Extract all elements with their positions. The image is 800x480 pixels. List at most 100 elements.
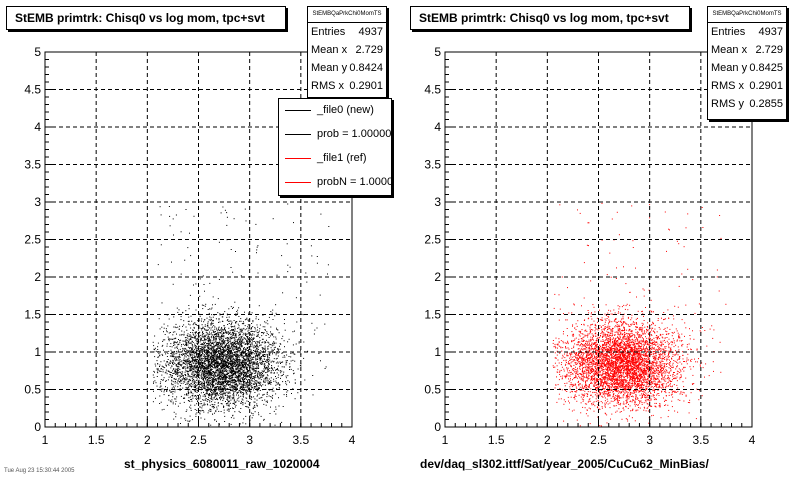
- scatter-point: [203, 385, 205, 387]
- scatter-point: [249, 392, 251, 394]
- scatter-point: [191, 365, 193, 367]
- scatter-point: [168, 394, 170, 396]
- scatter-point: [219, 368, 221, 370]
- scatter-point: [327, 273, 328, 275]
- scatter-point: [188, 370, 190, 372]
- scatter-point: [219, 375, 221, 377]
- scatter-point: [212, 399, 214, 401]
- scatter-point: [232, 380, 234, 382]
- scatter-point: [189, 350, 191, 352]
- scatter-point: [238, 327, 240, 329]
- scatter-point: [171, 356, 173, 358]
- scatter-point: [192, 368, 194, 370]
- scatter-point: [156, 376, 158, 377]
- scatter-point: [270, 383, 272, 385]
- scatter-point: [206, 403, 208, 405]
- scatter-point: [214, 374, 216, 376]
- scatter-point: [234, 327, 236, 329]
- scatter-point: [160, 214, 162, 216]
- scatter-point: [210, 308, 212, 310]
- scatter-point: [177, 369, 179, 371]
- scatter-point: [216, 344, 218, 346]
- scatter-point: [285, 377, 287, 379]
- scatter-point: [267, 346, 269, 348]
- scatter-point: [173, 418, 175, 420]
- scatter-point: [216, 406, 218, 408]
- scatter-point: [212, 390, 214, 392]
- scatter-point: [174, 381, 176, 382]
- scatter-point: [205, 375, 207, 376]
- scatter-point: [162, 354, 164, 356]
- scatter-point: [167, 325, 169, 327]
- scatter-point: [180, 379, 181, 381]
- scatter-point: [210, 383, 212, 385]
- scatter-point: [230, 306, 232, 308]
- scatter-point: [219, 372, 221, 374]
- scatter-point: [206, 357, 208, 359]
- scatter-point: [276, 274, 278, 276]
- scatter-point: [258, 354, 260, 356]
- scatter-point: [250, 352, 252, 354]
- scatter-point: [232, 366, 234, 368]
- scatter-point: [208, 410, 210, 412]
- scatter-point: [224, 370, 226, 372]
- scatter-point: [194, 386, 196, 388]
- scatter-point: [196, 369, 198, 371]
- scatter-point: [212, 361, 214, 362]
- scatter-point: [189, 294, 191, 296]
- scatter-point: [213, 371, 215, 372]
- scatter-point: [285, 382, 287, 384]
- scatter-point: [214, 371, 216, 373]
- scatter-point: [230, 363, 232, 364]
- scatter-point: [169, 389, 171, 391]
- scatter-point: [225, 354, 227, 356]
- scatter-point: [252, 361, 254, 363]
- scatter-point: [261, 359, 263, 361]
- scatter-point: [197, 408, 199, 409]
- scatter-point: [210, 344, 212, 346]
- scatter-point: [270, 377, 272, 379]
- scatter-point: [236, 392, 238, 394]
- scatter-point: [228, 392, 230, 394]
- scatter-point: [227, 331, 229, 333]
- scatter-point: [191, 340, 193, 342]
- scatter-point: [154, 349, 156, 351]
- scatter-point: [191, 369, 193, 371]
- scatter-point: [302, 314, 304, 316]
- scatter-point: [174, 359, 176, 361]
- scatter-point: [283, 371, 285, 373]
- scatter-point: [238, 374, 240, 376]
- scatter-point: [175, 398, 177, 400]
- scatter-point: [215, 337, 217, 339]
- scatter-point: [253, 344, 255, 346]
- scatter-point: [221, 360, 223, 362]
- scatter-point: [271, 368, 273, 369]
- scatter-point: [238, 375, 240, 377]
- scatter-point: [201, 346, 203, 348]
- scatter-point: [186, 334, 188, 336]
- scatter-point: [154, 363, 156, 365]
- scatter-point: [240, 320, 242, 322]
- scatter-point: [234, 301, 236, 303]
- scatter-point: [227, 402, 229, 404]
- scatter-point: [228, 410, 230, 412]
- scatter-point: [212, 379, 214, 381]
- scatter-point: [178, 371, 180, 373]
- scatter-point: [292, 344, 294, 346]
- scatter-point: [256, 340, 258, 342]
- scatter-point: [190, 327, 192, 329]
- scatter-point: [234, 343, 236, 345]
- scatter-point: [241, 330, 243, 332]
- scatter-point: [228, 355, 230, 357]
- scatter-point: [193, 364, 195, 366]
- scatter-point: [194, 356, 196, 358]
- scatter-point: [192, 350, 194, 352]
- scatter-point: [219, 364, 220, 366]
- scatter-point: [155, 350, 157, 352]
- scatter-point: [222, 347, 224, 349]
- scatter-point: [242, 380, 244, 382]
- scatter-point: [276, 383, 278, 385]
- scatter-point: [178, 343, 180, 345]
- scatter-point: [159, 354, 161, 356]
- scatter-point: [235, 343, 237, 345]
